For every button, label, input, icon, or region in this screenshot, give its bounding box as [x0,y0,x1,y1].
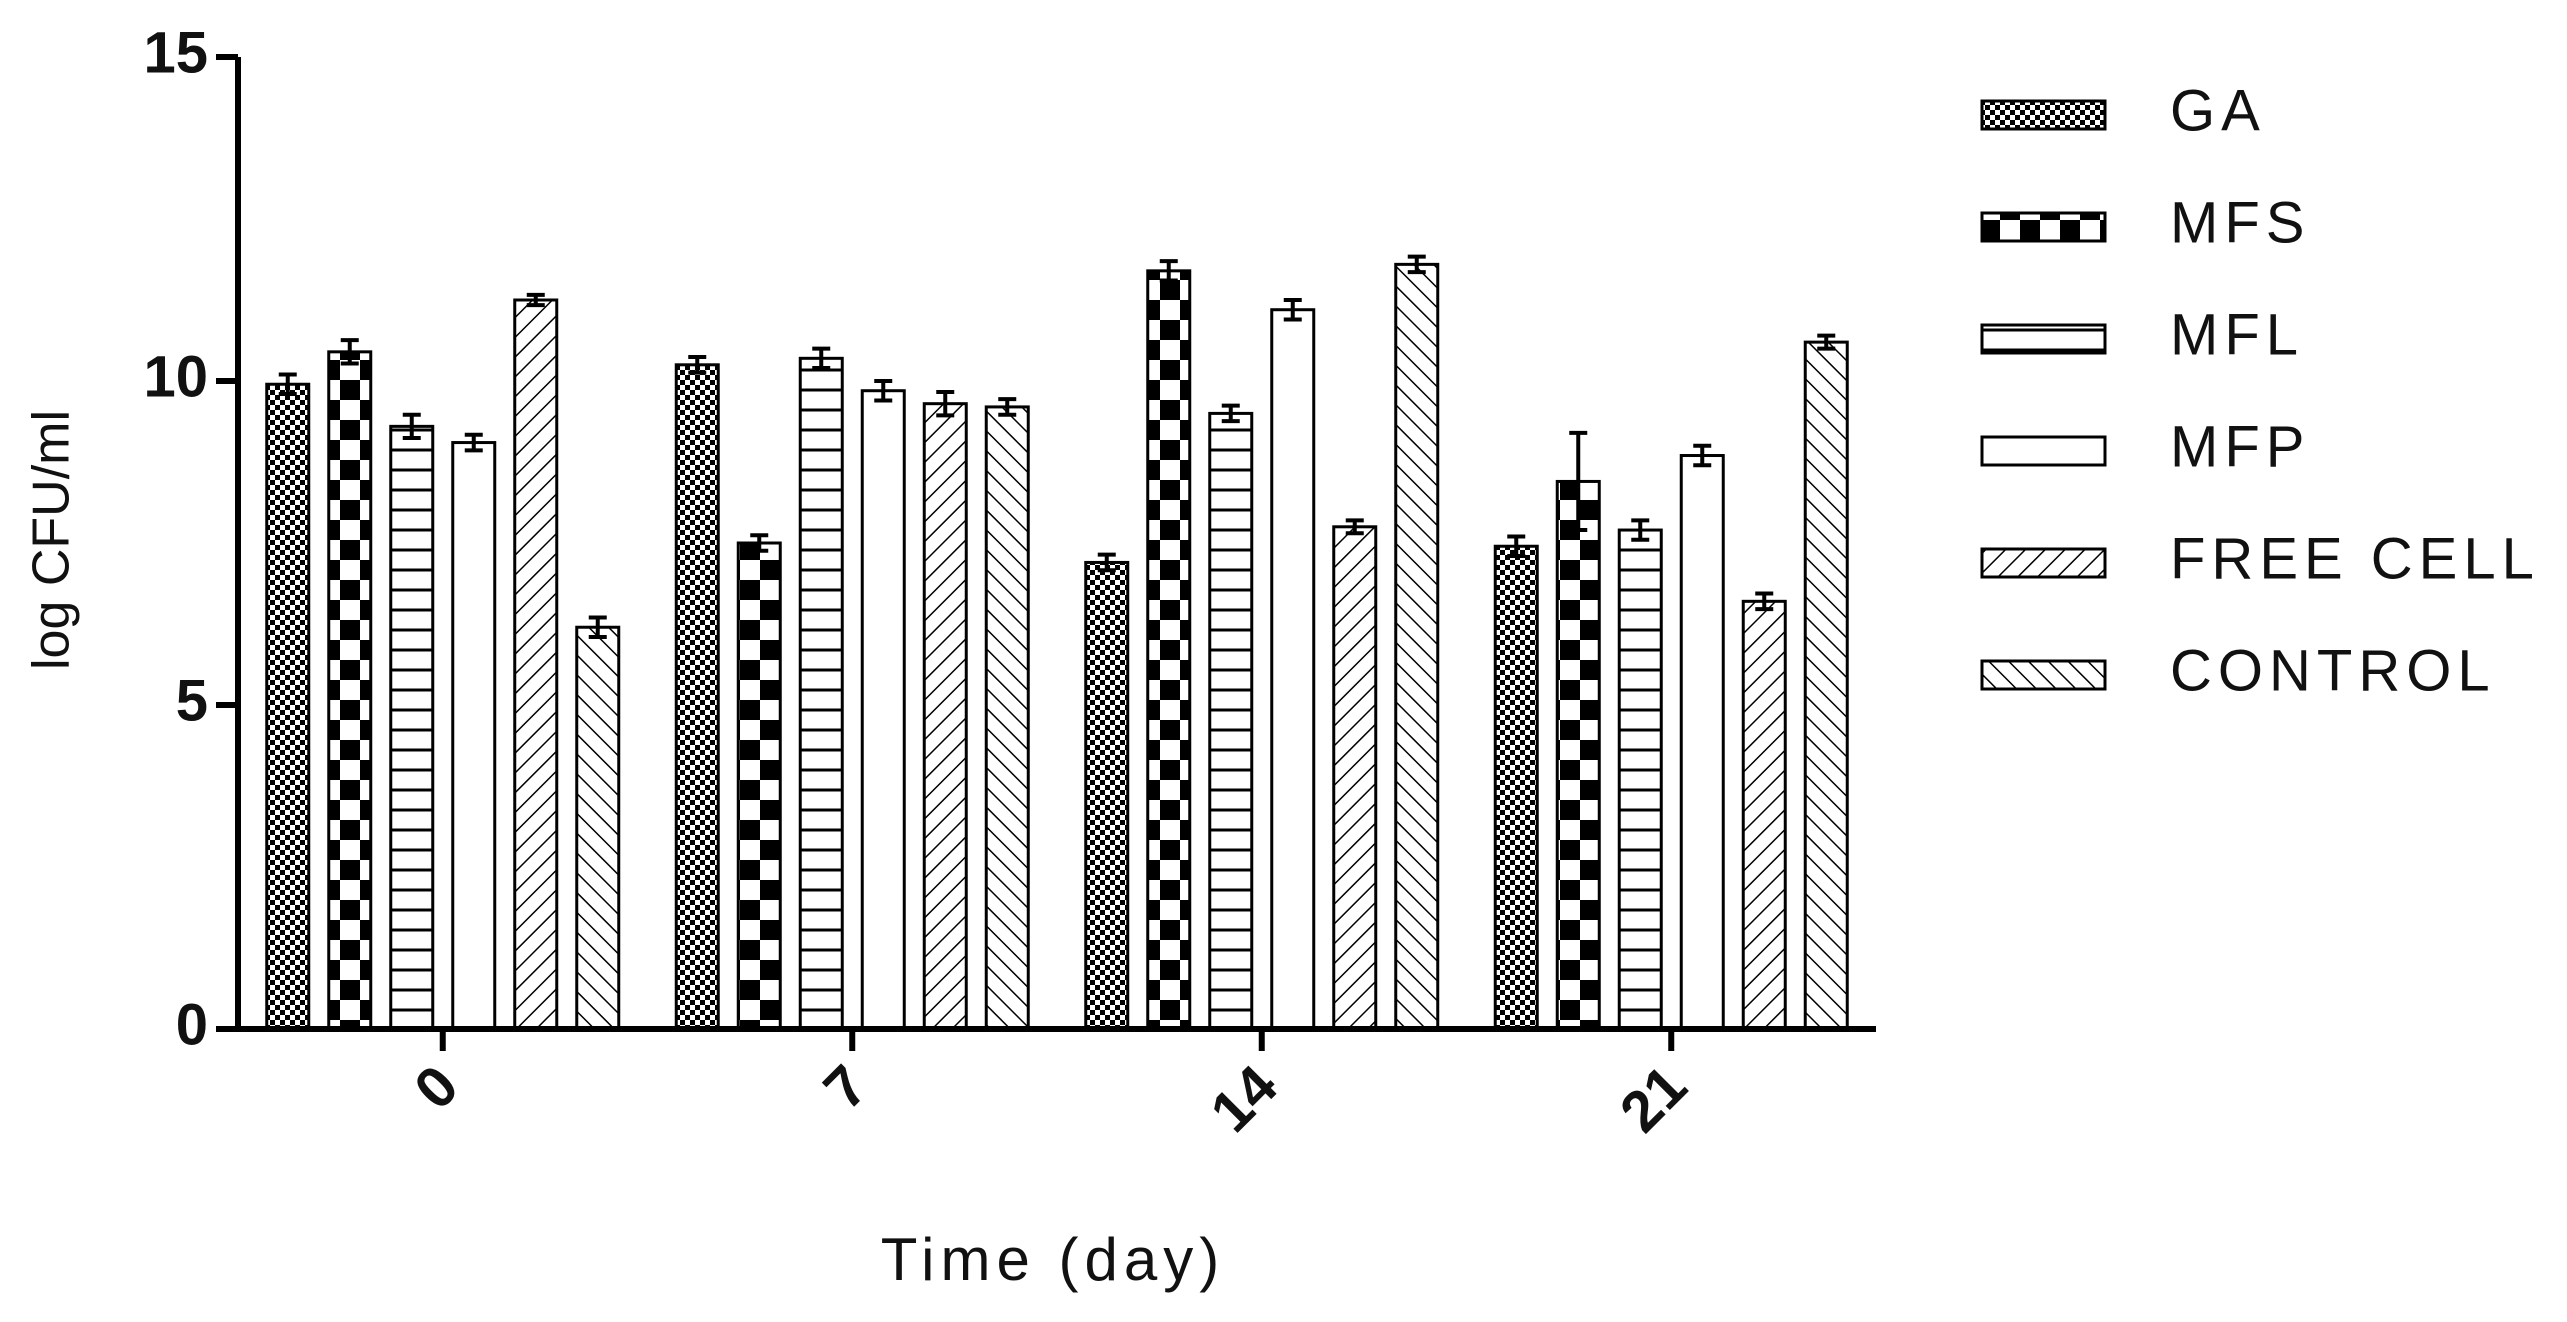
bar [451,441,497,1031]
error-bar [1569,430,1588,533]
legend-label: CONTROL [2170,638,2496,703]
error-bar [750,533,769,553]
y-tick-label: 0 [176,992,208,1057]
bar [1679,454,1725,1031]
x-tick-label: 14 [1198,1053,1290,1145]
error-bar [1283,298,1302,322]
bar [389,424,435,1031]
bar [327,350,373,1031]
bar [265,382,311,1031]
error-bar [588,615,607,639]
x-tick-label: 7 [812,1053,881,1122]
error-bar [1159,259,1178,283]
legend-swatch [1980,211,2107,243]
legend-swatch [1980,435,2107,467]
bar [736,541,782,1031]
bar [1332,525,1378,1031]
error-bar [1097,552,1116,573]
bar [1741,599,1787,1031]
legend-swatch [1980,547,2107,579]
bar [1208,411,1254,1031]
error-bar [1755,591,1774,612]
legend-label: MFS [2170,190,2310,255]
legend-label: FREE CELL [2170,526,2540,591]
legend-swatch [1980,323,2107,355]
error-bar [936,390,955,418]
legend-swatch [1980,99,2107,131]
error-bar [464,432,483,453]
legend-label: GA [2170,78,2266,143]
error-bar [1693,443,1712,468]
error-bar [998,397,1017,417]
error-bar [1345,518,1364,536]
error-bar [874,379,893,403]
bar [1493,544,1539,1031]
bar [1084,560,1130,1031]
bar [1146,269,1192,1031]
error-bar [1507,534,1526,558]
bar [674,363,720,1031]
legend-label: MFL [2170,302,2304,367]
bar [860,389,906,1031]
x-tick-label: 0 [402,1053,471,1122]
error-bar [1631,518,1650,542]
bar [1394,262,1440,1031]
bar [922,402,968,1031]
y-tick-label: 15 [143,20,208,85]
error-bar [340,338,359,366]
error-bar [1407,254,1426,275]
error-bar [1221,403,1240,424]
error-bar [812,346,831,371]
error-bar [688,355,707,375]
bar [1617,528,1663,1031]
y-tick-label: 5 [176,668,208,733]
x-axis-title: Time (day) [881,1226,1225,1293]
error-bar [526,292,545,308]
y-tick-label: 10 [143,344,208,409]
legend-swatch [1980,659,2107,691]
legend-label: MFP [2170,414,2310,479]
bar [513,298,559,1031]
bar [798,356,844,1031]
error-bar [1817,333,1836,351]
bar [1555,479,1601,1031]
bar [1803,340,1849,1031]
bar [984,405,1030,1031]
x-tick-label: 21 [1608,1053,1700,1145]
bar [1270,308,1316,1031]
bar [575,625,621,1031]
error-bar [278,372,297,396]
y-axis-title: log CFU/ml [23,410,81,670]
error-bar [402,412,421,441]
